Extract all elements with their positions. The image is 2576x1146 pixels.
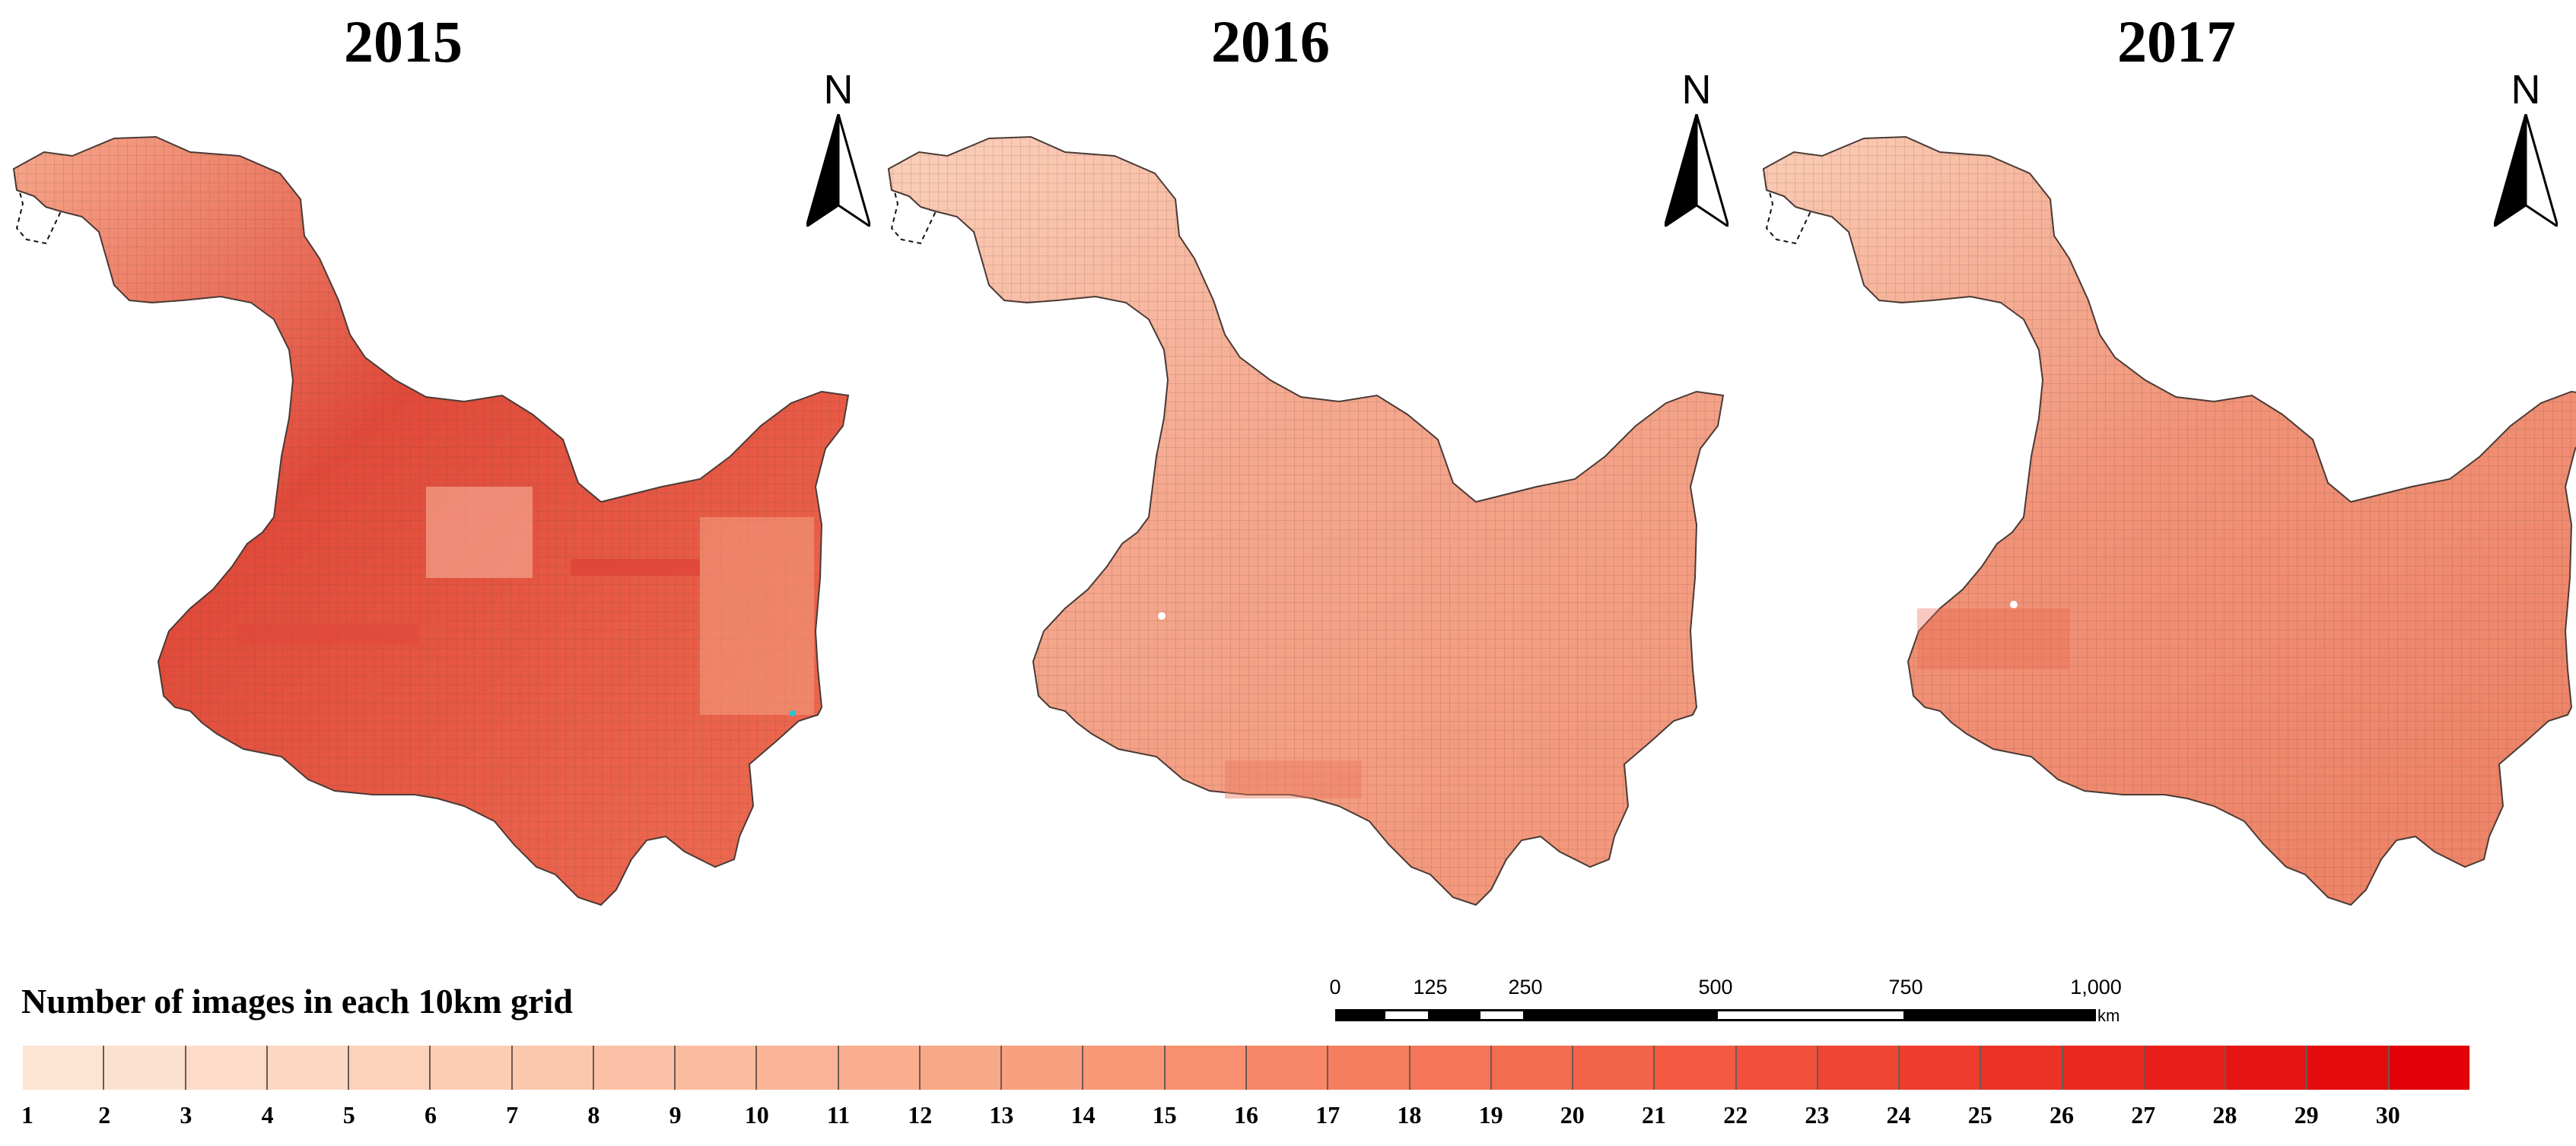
legend-label: 4 bbox=[261, 1101, 274, 1129]
legend-swatch bbox=[837, 1046, 919, 1090]
legend-label: 22 bbox=[1723, 1101, 1748, 1129]
legend-label: 30 bbox=[2375, 1101, 2400, 1129]
legend-label: 11 bbox=[826, 1101, 851, 1129]
scale-segment bbox=[1906, 1009, 2096, 1021]
legend-label: 29 bbox=[2294, 1101, 2319, 1129]
legend-label: 3 bbox=[180, 1101, 192, 1129]
legend-title: Number of images in each 10km grid bbox=[21, 982, 573, 1021]
legend-swatch bbox=[1408, 1046, 1490, 1090]
north-arrow-icon bbox=[1665, 114, 1728, 227]
scale-tick-label: 125 bbox=[1413, 976, 1448, 998]
legend-swatch bbox=[1245, 1046, 1328, 1090]
legend-label: 23 bbox=[1805, 1101, 1830, 1129]
legend-swatch bbox=[1735, 1046, 1817, 1090]
legend-swatch bbox=[2306, 1046, 2388, 1090]
legend-label: 15 bbox=[1152, 1101, 1177, 1129]
legend-swatch bbox=[674, 1046, 756, 1090]
legend-swatch bbox=[1327, 1046, 1409, 1090]
year-title-2016: 2016 bbox=[1211, 8, 1330, 75]
scale-segment bbox=[1382, 1009, 1430, 1021]
map-2017 bbox=[1763, 136, 2576, 906]
legend-swatch bbox=[2061, 1046, 2143, 1090]
north-arrow-2015: N bbox=[800, 67, 876, 227]
legend-labels: 1 2 3 4 5 6 7 8 9 10 11 12 13 14 15 16 17 18 19 20 21 22 23 24 2… bbox=[21, 1101, 2469, 1139]
scale-tick-label: 250 bbox=[1508, 976, 1543, 998]
legend-label: 24 bbox=[1886, 1101, 1911, 1129]
north-label: N bbox=[1681, 67, 1712, 113]
legend-label: 25 bbox=[1967, 1101, 1992, 1129]
legend-label: 8 bbox=[587, 1101, 600, 1129]
legend-label: 13 bbox=[989, 1101, 1014, 1129]
legend-swatch bbox=[1980, 1046, 2062, 1090]
scale-tick-label: 1,000 bbox=[2070, 976, 2122, 998]
north-arrow-icon bbox=[2494, 114, 2558, 227]
north-arrow-icon bbox=[806, 114, 870, 227]
legend-swatch bbox=[1898, 1046, 1980, 1090]
legend-label: 6 bbox=[425, 1101, 437, 1129]
legend-swatch bbox=[2387, 1046, 2469, 1090]
north-label: N bbox=[2511, 67, 2541, 113]
legend-swatch bbox=[2142, 1046, 2225, 1090]
legend-label: 10 bbox=[744, 1101, 769, 1129]
scale-segment bbox=[1335, 1009, 1383, 1021]
north-arrow-2016: N bbox=[1658, 67, 1735, 227]
legend-swatch bbox=[592, 1046, 675, 1090]
legend-label: 20 bbox=[1560, 1101, 1585, 1129]
legend-swatch bbox=[1163, 1046, 1245, 1090]
legend-label: 18 bbox=[1397, 1101, 1422, 1129]
north-label: N bbox=[823, 67, 854, 113]
legend-swatch bbox=[1572, 1046, 1654, 1090]
legend-label: 5 bbox=[342, 1101, 355, 1129]
map-2015 bbox=[13, 136, 849, 906]
legend-label: 26 bbox=[2050, 1101, 2074, 1129]
legend-swatch bbox=[1490, 1046, 1573, 1090]
year-title-2017: 2017 bbox=[2117, 8, 2236, 75]
legend-color-bar bbox=[23, 1046, 2469, 1090]
legend-swatch bbox=[348, 1046, 430, 1090]
legend-swatch bbox=[918, 1046, 1001, 1090]
legend-swatch bbox=[429, 1046, 511, 1090]
legend-swatch bbox=[1653, 1046, 1735, 1090]
legend-label: 17 bbox=[1315, 1101, 1340, 1129]
legend-swatch bbox=[1000, 1046, 1083, 1090]
legend-swatch bbox=[1816, 1046, 1899, 1090]
legend-label: 2 bbox=[98, 1101, 111, 1129]
legend-swatch bbox=[266, 1046, 348, 1090]
year-title-2015: 2015 bbox=[344, 8, 463, 75]
legend-label: 7 bbox=[506, 1101, 519, 1129]
scale-unit: km bbox=[2097, 1006, 2120, 1025]
legend-label: 27 bbox=[2131, 1101, 2156, 1129]
legend-label: 28 bbox=[2212, 1101, 2237, 1129]
scale-tick-label: 0 bbox=[1329, 976, 1341, 998]
legend-label: 16 bbox=[1234, 1101, 1258, 1129]
north-arrow-2017: N bbox=[2488, 67, 2564, 227]
legend-swatch bbox=[2225, 1046, 2307, 1090]
legend-swatch bbox=[23, 1046, 103, 1090]
legend-label: 21 bbox=[1642, 1101, 1666, 1129]
scale-segment bbox=[1716, 1009, 1906, 1021]
legend-label: 1 bbox=[21, 1101, 33, 1129]
legend-swatch bbox=[1082, 1046, 1164, 1090]
legend-label: 9 bbox=[669, 1101, 682, 1129]
scale-segment bbox=[1430, 1009, 1478, 1021]
legend-swatch bbox=[184, 1046, 266, 1090]
scale-bar: 0 125 250 500 750 1,000 km bbox=[1328, 976, 2121, 1036]
legend-label: 14 bbox=[1070, 1101, 1096, 1129]
legend-label: 12 bbox=[908, 1101, 933, 1129]
map-2016 bbox=[888, 136, 1724, 906]
scale-tick-label: 750 bbox=[1888, 976, 1923, 998]
scale-tick-label: 500 bbox=[1698, 976, 1733, 998]
legend-label: 19 bbox=[1478, 1101, 1503, 1129]
legend-swatch bbox=[510, 1046, 593, 1090]
scale-segment bbox=[1477, 1009, 1525, 1021]
legend-swatch bbox=[103, 1046, 185, 1090]
scale-segment bbox=[1525, 1009, 1716, 1021]
legend-swatch bbox=[755, 1046, 838, 1090]
